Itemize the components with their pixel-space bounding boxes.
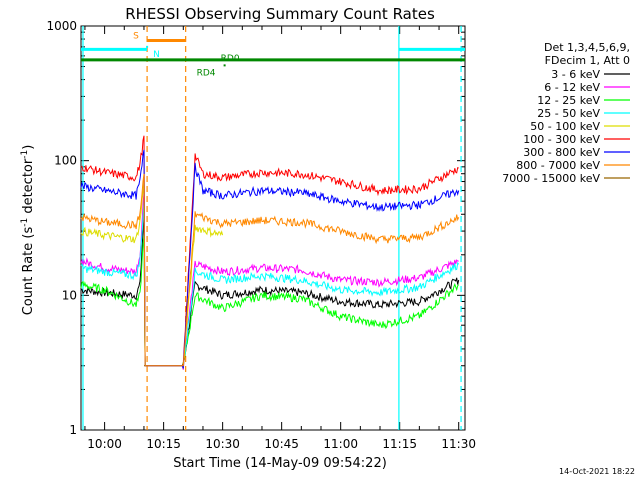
flag-label: N [153, 50, 160, 60]
chart-title: RHESSI Observing Summary Count Rates [125, 5, 435, 23]
plot-frame [80, 25, 466, 431]
y-tick-label: 1000 [46, 19, 77, 33]
flag-label: RD4 [197, 68, 216, 78]
x-tick-label: 11:30 [441, 437, 476, 451]
series-line [80, 173, 460, 367]
series-line [80, 234, 460, 367]
legend-label: 12 - 25 keV [537, 94, 600, 107]
legend-label: 800 - 7000 keV [516, 159, 600, 172]
x-tick-label: 10:30 [205, 437, 240, 451]
footer-timestamp: 14-Oct-2021 18:22 [559, 467, 635, 476]
y-tick-label: 100 [54, 154, 77, 168]
x-tick-label: 10:45 [264, 437, 299, 451]
series-line [80, 149, 460, 369]
plot-area: 10:00 10:15 10:30 10:45 11:00 11:15 11:30 1 10 10… [46, 19, 476, 451]
x-tick-label: 10:15 [146, 437, 181, 451]
y-tick-label: 1 [69, 423, 77, 437]
y-tick-label: 10 [62, 288, 77, 302]
series-line [80, 200, 460, 369]
series-line [80, 135, 459, 367]
legend-header: FDecim 1, Att 0 [545, 54, 630, 67]
x-axis-label: Start Time (14-May-09 09:54:22) [173, 456, 387, 471]
flag-label: RD0 [221, 54, 240, 64]
legend-label: 300 - 800 keV [523, 146, 600, 159]
flag-label: S [133, 32, 139, 42]
legend-header: Det 1,3,4,5,6,9, [544, 41, 630, 54]
flag-dot [223, 64, 226, 67]
flag-dot [146, 45, 149, 48]
legend-label: 25 - 50 keV [537, 107, 600, 120]
legend-label: 7000 - 15000 keV [502, 172, 600, 185]
y-axis-label: Count Rate (s-1 detector-1) [20, 145, 36, 316]
x-tick-label: 11:00 [323, 437, 358, 451]
legend-label: 50 - 100 keV [530, 120, 600, 133]
legend-label: 6 - 12 keV [544, 81, 600, 94]
legend-label: 100 - 300 keV [523, 133, 600, 146]
x-tick-label: 10:00 [87, 437, 122, 451]
x-tick-label: 11:15 [382, 437, 417, 451]
legend-label: 3 - 6 keV [551, 68, 600, 81]
